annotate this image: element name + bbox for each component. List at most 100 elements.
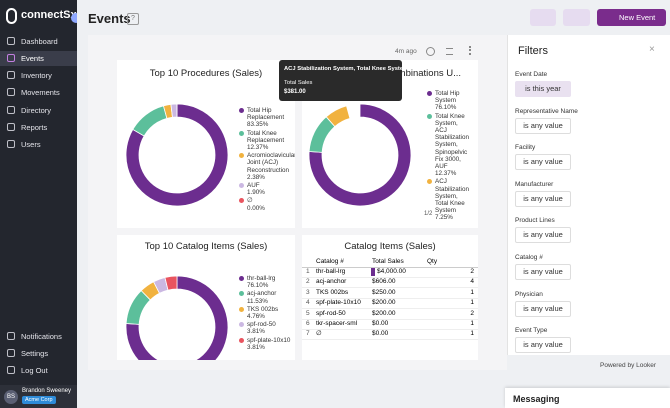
legend-item: Total Knee System, ACJ Stabilization Sys… (427, 113, 471, 178)
sidebar: connectSx BS Brandon Sweeney Acme Corp D… (0, 0, 81, 408)
filter-value[interactable]: is any value (515, 190, 571, 207)
legend-label: Total Knee Replacement (247, 129, 285, 144)
legend-value: 0.00% (247, 204, 265, 212)
table-cell: $606.00 (372, 278, 396, 286)
table-cell: 4 (470, 278, 474, 286)
nav-item[interactable]: Inventory (0, 68, 77, 83)
legend-label: Acromioclavicular Joint (ACJ) Reconstruc… (247, 152, 295, 174)
nav-label: Inventory (21, 71, 52, 80)
nav-item[interactable]: Directory (0, 103, 77, 118)
help-icon[interactable]: ? (127, 13, 139, 25)
table-cell: 1 (470, 320, 474, 327)
filter-icon[interactable] (446, 48, 453, 55)
legend-label: ∅ (247, 197, 253, 205)
table-cell: 2 (306, 278, 310, 286)
messaging-bar[interactable]: Messaging (505, 388, 670, 408)
table-cell: $4,000.00 (377, 268, 406, 275)
legend-swatch (239, 153, 244, 159)
nav-item[interactable]: Dashboard (0, 34, 77, 49)
legend-swatch (239, 306, 244, 312)
nav-icon (7, 349, 15, 357)
nav-icon (7, 88, 15, 96)
column-header: Qty (427, 258, 438, 265)
collapse-button[interactable] (71, 13, 81, 23)
nav-label: Reports (21, 123, 48, 132)
filter-label: Manufacturer (515, 180, 554, 188)
table-cell: 2 (470, 268, 474, 275)
filter-value[interactable]: is any value (515, 264, 571, 280)
filter-value[interactable]: is this year (515, 81, 571, 97)
nav-item[interactable]: Notifications (0, 329, 77, 344)
legend-swatch (239, 291, 244, 297)
filter-value[interactable]: is any value (515, 154, 571, 171)
table-row: 4 spf-plate-10x10 $200.00 1 (302, 298, 478, 310)
donut-slice (308, 103, 412, 207)
table-header: Catalog # Total Sales Qty (302, 257, 478, 268)
nav-item[interactable]: Log Out (0, 363, 77, 378)
table-title: Catalog Items (Sales) (344, 241, 436, 252)
filter-label: Physician (515, 290, 543, 298)
filter-value[interactable]: is any value (515, 227, 571, 244)
legend-swatch (239, 198, 244, 204)
user-panel[interactable]: BS Brandon Sweeney Acme Corp (0, 385, 77, 408)
legend-value: 3.81% (247, 343, 265, 351)
menu-icon[interactable] (469, 46, 473, 55)
tooltip: ACJ Stabilization System, Total Knee Sys… (279, 60, 408, 101)
table-row: 1 thr-ball-lrg $4,000.00 2 (302, 267, 478, 278)
table-cell: spf-plate-10x10 (316, 299, 361, 307)
table-cell: $200.00 (372, 299, 396, 307)
table-cell: 6 (306, 320, 310, 327)
legend-value: 4.76% (247, 313, 265, 321)
legend-item: spf-plate-10x10 3.81% (239, 337, 291, 351)
filters-title: Filters (518, 45, 548, 57)
refresh-icon[interactable] (426, 47, 435, 56)
filter-value[interactable]: is any value (515, 337, 571, 354)
tooltip-title: ACJ Stabilization System, Total Knee Sys… (284, 66, 409, 72)
new-event-button[interactable]: New Event (597, 9, 666, 26)
table-cell: 4 (306, 299, 310, 307)
nav-item[interactable]: Movements (0, 85, 77, 100)
tooltip-label: Total Sales (284, 80, 313, 86)
header: Events ? New Event (77, 0, 670, 35)
nav-item[interactable]: Reports (0, 120, 77, 135)
legend-value: 83.35% (247, 121, 269, 129)
nav-label: Log Out (21, 366, 48, 375)
filter-value[interactable]: is any value (515, 117, 571, 134)
table-cell: 1 (306, 268, 310, 275)
legend-value: 11.53% (247, 297, 268, 305)
legend-value: 3.81% (247, 328, 265, 336)
table-cell: $0.00 (372, 330, 389, 338)
filter-value[interactable]: is any value (515, 300, 571, 317)
donut (125, 275, 229, 360)
table-row: 6 tkr-spacer-sml $0.00 1 (302, 319, 478, 330)
legend-value: 7.25% (435, 214, 453, 222)
legend-item: Acromioclavicular Joint (ACJ) Reconstruc… (239, 152, 295, 181)
legend-item: AUF 1.90% (239, 182, 291, 196)
table-cell: ∅ (316, 330, 322, 338)
messaging-title: Messaging (513, 394, 560, 404)
nav-icon (7, 366, 15, 374)
pager[interactable]: 1/2 (424, 211, 433, 217)
view-button[interactable] (563, 9, 590, 26)
nav-icon (7, 123, 15, 131)
grid-button[interactable] (530, 9, 556, 26)
sales-bar (371, 268, 375, 276)
tooltip-value: $381.00 (284, 89, 306, 95)
nav-label: Movements (21, 88, 60, 97)
table-cell: spf-rod-50 (316, 309, 346, 317)
nav-label: Directory (21, 106, 52, 115)
legend-item: Total Knee Replacement 12.37% (239, 130, 291, 152)
donut-slice (170, 103, 178, 118)
legend-label: acj-anchor (247, 290, 277, 298)
table-cell: 3 (306, 288, 310, 296)
legend-item: ACJ Stabilization System, Total Knee Sys… (427, 178, 471, 221)
legend-label: Total Hip Replacement (247, 107, 285, 122)
avatar: BS (4, 390, 18, 404)
close-icon[interactable]: × (649, 44, 655, 55)
nav-item[interactable]: Events (0, 51, 77, 66)
nav-item[interactable]: Settings (0, 346, 77, 361)
legend-swatch (239, 276, 244, 281)
nav-item[interactable]: Users (0, 137, 77, 152)
table-cell: tkr-spacer-sml (316, 320, 358, 327)
table-cell: 1 (470, 288, 474, 296)
